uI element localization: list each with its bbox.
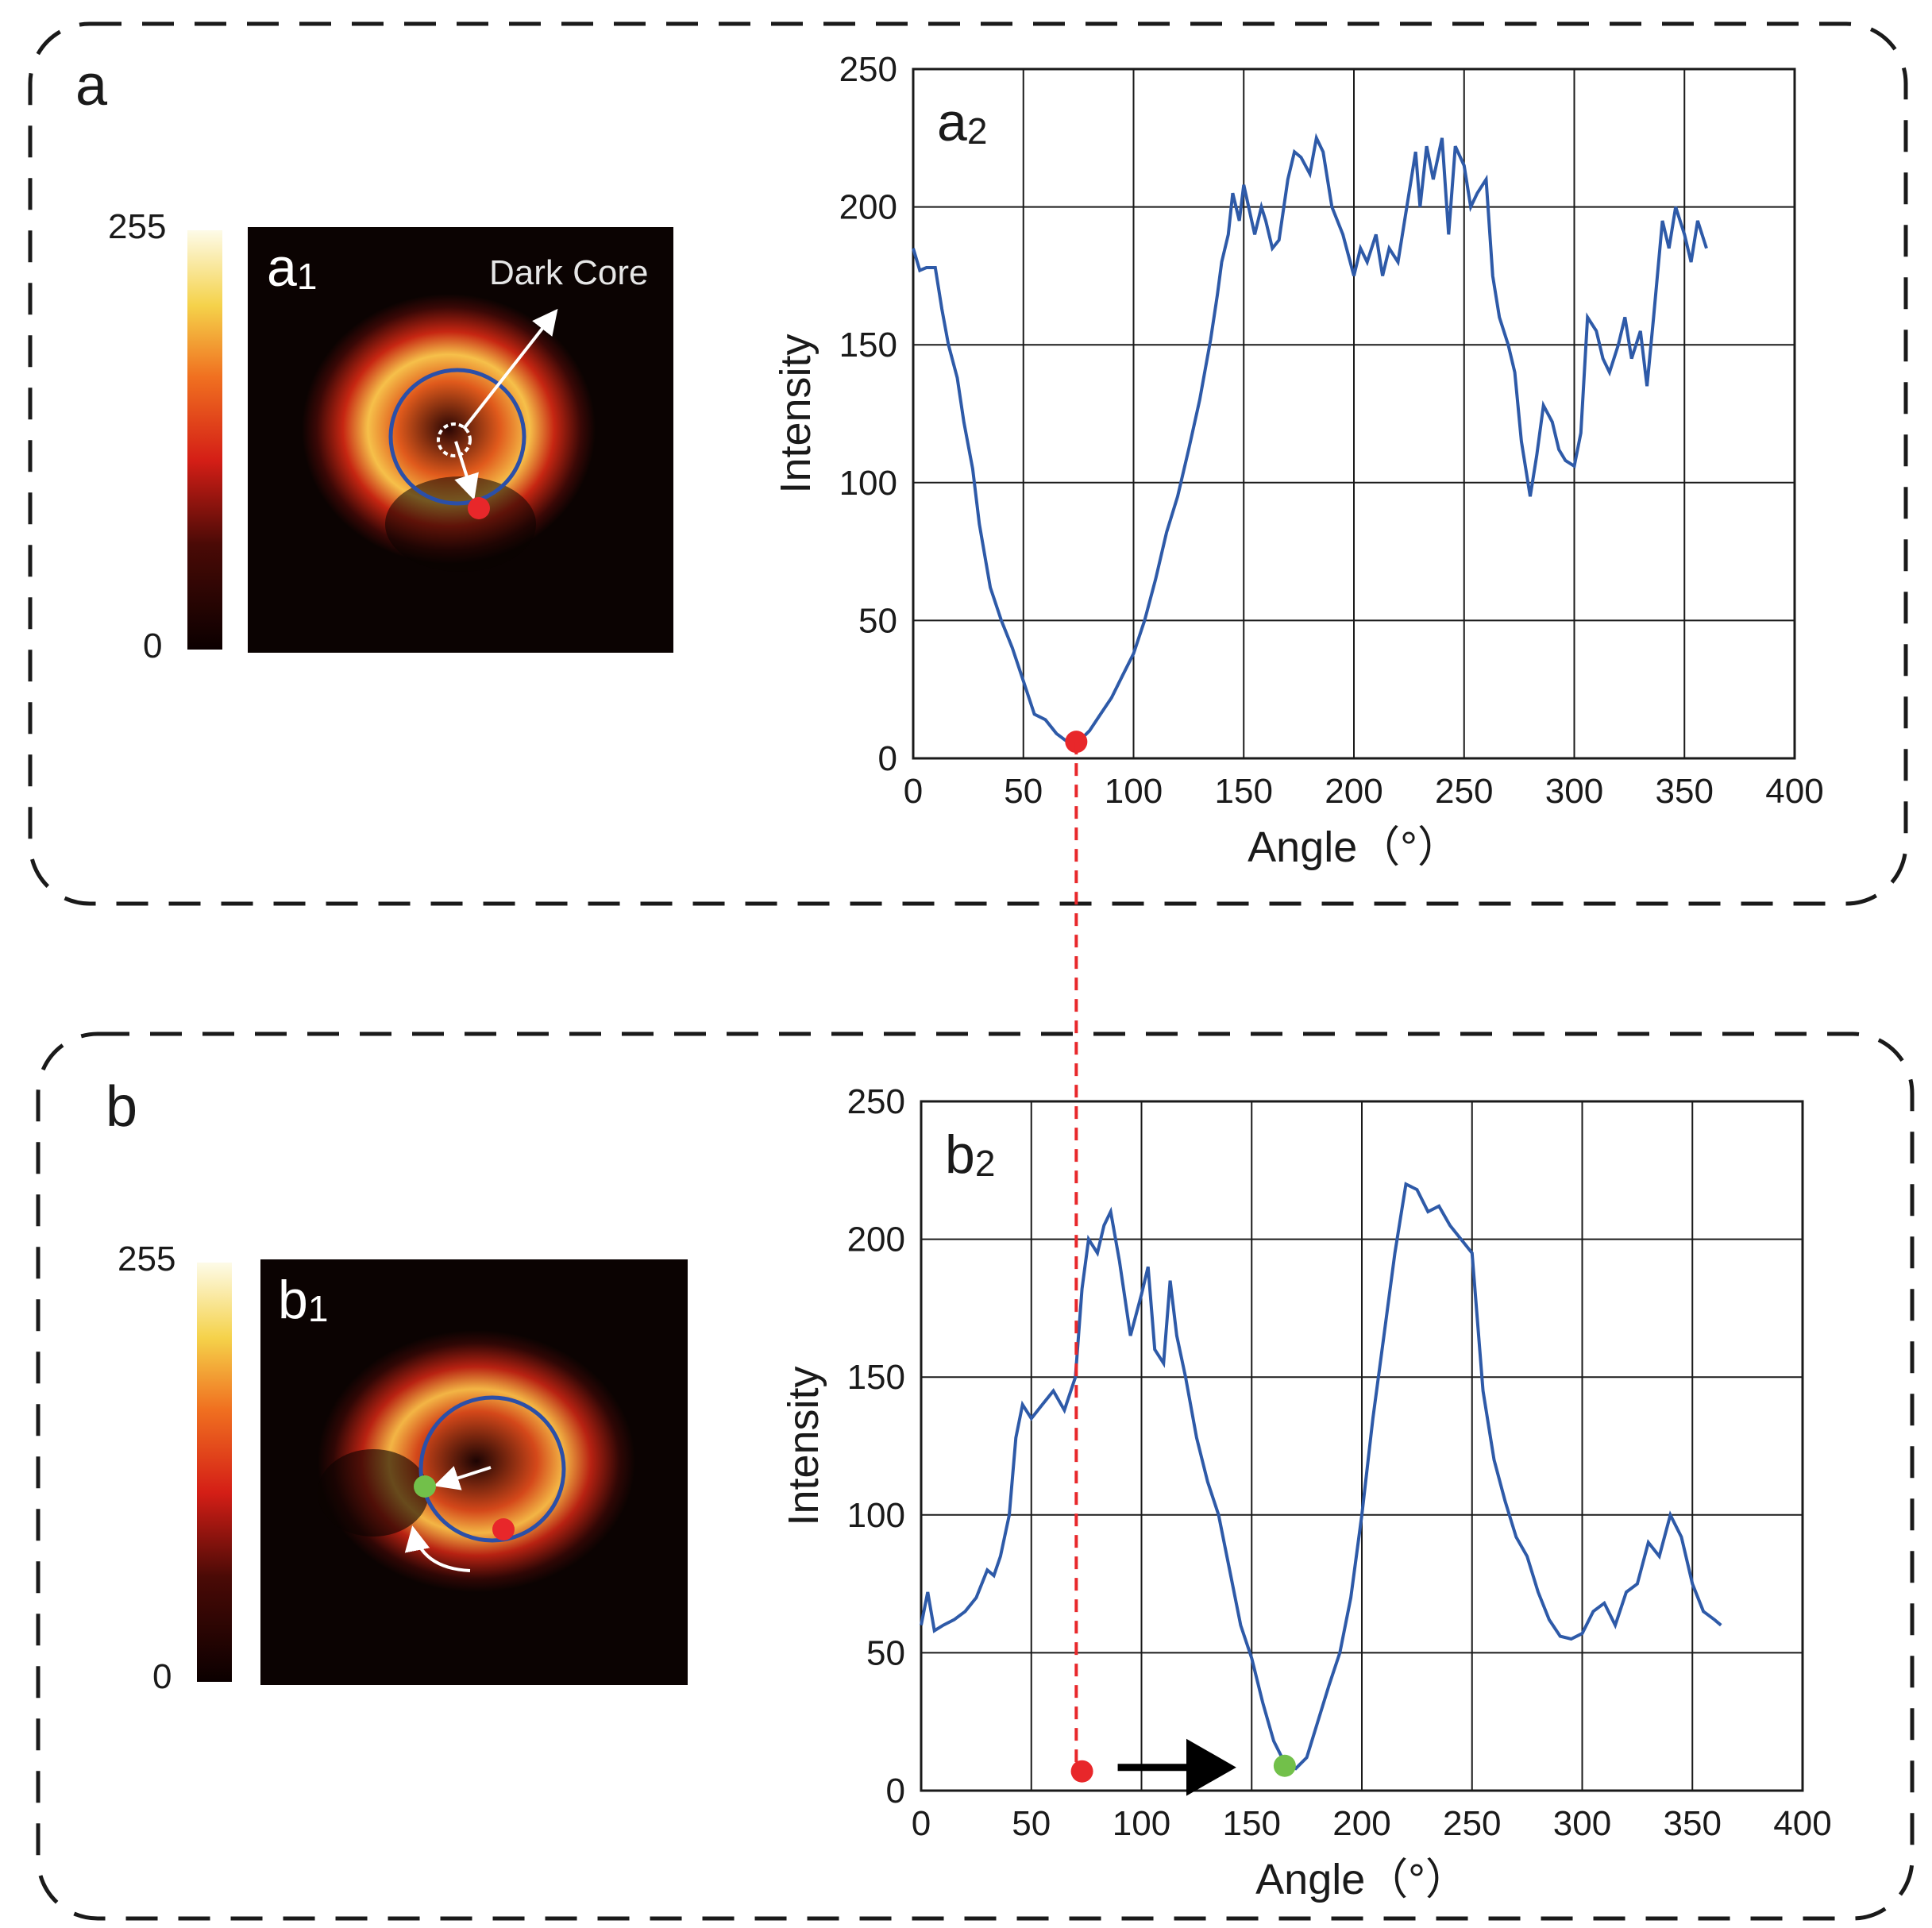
colorbar-a: 255 0	[108, 207, 222, 665]
panel-a-label: a	[75, 54, 108, 118]
y-tick-label: 150	[839, 326, 897, 364]
x-tick-label: 300	[1545, 772, 1603, 811]
plot-a2-frame	[912, 67, 1796, 760]
y-tick-label: 250	[847, 1082, 905, 1121]
x-tick-label: 50	[1004, 772, 1043, 811]
panel-a-frame	[28, 21, 1908, 906]
green-minimum-marker	[1273, 1754, 1296, 1777]
x-tick-label: 250	[1443, 1804, 1501, 1843]
trajectory-circle-b	[418, 1395, 566, 1543]
plot-b2: 0 50 100 150 200 250 300 350 400050100150200250 …	[780, 1082, 1832, 1903]
dark-core-label: Dark Core	[489, 253, 649, 292]
red-minimum-marker	[1070, 1760, 1093, 1783]
plot-a2-ylabel: Intensity	[772, 334, 819, 493]
plot-b2-ticks: 0 50 100 150 200 250 300 350 400 0 50 100 150 200 250	[847, 1082, 1832, 1843]
plot-b2-xlabel: Angle（°）	[1255, 1856, 1468, 1903]
red-dot-b1	[492, 1518, 515, 1540]
image-a1-ring	[302, 294, 596, 564]
image-b1: b1	[260, 1259, 688, 1685]
y-tick-label: 0	[886, 1772, 905, 1810]
x-tick-label: 350	[1656, 772, 1714, 811]
y-tick-label: 50	[866, 1633, 905, 1672]
colorbar-b-max: 255	[118, 1240, 175, 1278]
plot-b2-ylabel: Intensity	[780, 1366, 827, 1525]
x-tick-label: 200	[1332, 1804, 1390, 1843]
dark-core-arrow	[462, 308, 558, 430]
plot-a2: 0 50 100 150 200 250 300 350 400050100150200250 …	[772, 50, 1824, 871]
y-tick-label: 100	[847, 1496, 905, 1535]
colorbar-a-min: 0	[143, 627, 162, 665]
plot-b2-label: b2	[945, 1124, 995, 1185]
colorbar-a-gradient	[187, 230, 222, 650]
plot-a2-label: a2	[937, 92, 987, 152]
x-tick-label: 100	[1113, 1804, 1170, 1843]
y-tick-label: 0	[878, 739, 897, 778]
plot-a2-grid	[912, 68, 1795, 759]
x-tick-label: 50	[1012, 1804, 1051, 1843]
plot-a2-series-line	[912, 133, 1708, 746]
x-tick-label: 250	[1435, 772, 1493, 811]
x-tick-label: 400	[1773, 1804, 1831, 1843]
rotation-arrow	[404, 1525, 471, 1572]
plot-b2-grid	[920, 1101, 1803, 1791]
x-tick-label: 0	[912, 1804, 931, 1843]
y-tick-label: 100	[839, 464, 897, 503]
x-tick-label: 100	[1105, 772, 1163, 811]
green-dot-b1	[414, 1475, 436, 1498]
core-to-point-arrow	[454, 441, 479, 500]
image-b1-label: b1	[278, 1270, 328, 1330]
colorbar-a-max: 255	[108, 207, 166, 246]
colorbar-b-gradient	[197, 1263, 232, 1682]
y-tick-label: 200	[839, 188, 897, 227]
x-tick-label: 350	[1664, 1804, 1722, 1843]
trajectory-circle	[388, 368, 526, 506]
y-tick-label: 50	[858, 601, 897, 640]
colorbar-b: 255 0	[118, 1240, 232, 1696]
dark-core-marker	[437, 422, 472, 457]
x-tick-label: 400	[1765, 772, 1823, 811]
plot-a2-ticks: 0 50 100 150 200 250 300 350 400 0 50 100 150 200 250	[839, 50, 1824, 811]
colorbar-b-min: 0	[152, 1657, 172, 1696]
panel-b-label: b	[106, 1075, 137, 1139]
x-tick-label: 0	[904, 772, 923, 811]
plot-a2-xlabel: Angle（°）	[1248, 823, 1460, 871]
x-tick-label: 200	[1325, 772, 1382, 811]
x-tick-label: 150	[1215, 772, 1273, 811]
plot-b2-markers	[1070, 1754, 1296, 1783]
y-tick-label: 250	[839, 50, 897, 89]
core-shift-arrow	[434, 1466, 492, 1490]
x-tick-label: 150	[1223, 1804, 1281, 1843]
image-a1-label: a1	[267, 237, 317, 298]
plot-b2-series-line	[920, 1182, 1722, 1771]
y-tick-label: 200	[847, 1220, 905, 1259]
panel-b-frame	[36, 1031, 1915, 1921]
image-a1: a1 Dark Core	[248, 227, 673, 653]
plot-b2-frame	[920, 1100, 1804, 1792]
x-tick-label: 300	[1553, 1804, 1611, 1843]
y-tick-label: 150	[847, 1358, 905, 1397]
red-dot-a1	[468, 497, 490, 519]
